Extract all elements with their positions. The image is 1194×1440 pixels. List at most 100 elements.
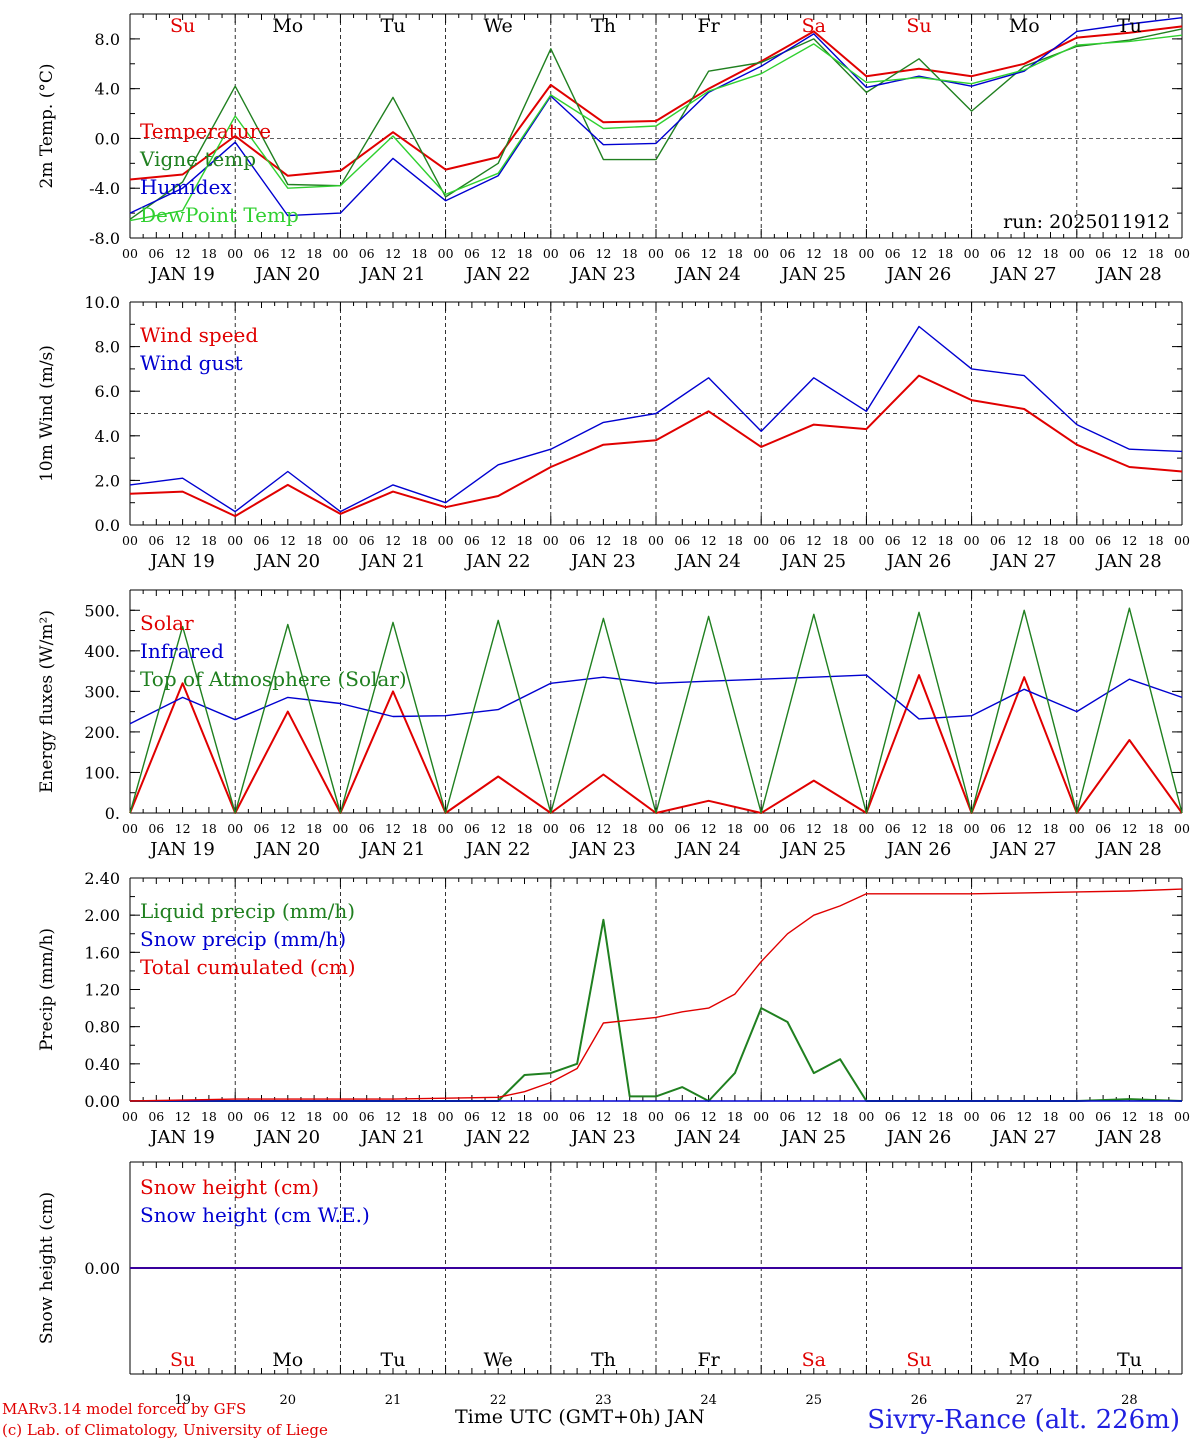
- weekday-label: Th: [591, 15, 616, 37]
- hour-label: 06: [674, 533, 690, 548]
- y-tick-label: 0.80: [84, 1018, 120, 1037]
- hour-label: 12: [1016, 1109, 1032, 1124]
- hour-label: 18: [517, 1109, 533, 1124]
- day-number-label: 28: [1121, 1393, 1138, 1408]
- weekday-label: Mo: [272, 1349, 303, 1371]
- y-tick-label: 0.: [105, 804, 120, 823]
- hour-label: 00: [753, 821, 769, 836]
- date-label: JAN 25: [780, 264, 847, 285]
- date-label: JAN 20: [254, 551, 321, 572]
- hour-label: 00: [438, 533, 454, 548]
- hour-label: 18: [832, 533, 848, 548]
- series-line-3: [129, 17, 1183, 217]
- hour-label: 06: [569, 246, 585, 261]
- hour-label: 12: [806, 821, 822, 836]
- hour-label: 06: [780, 821, 796, 836]
- hour-label: 12: [701, 533, 717, 548]
- legend-entry: Top of Atmosphere (Solar): [140, 667, 407, 691]
- hour-label: 12: [1016, 246, 1032, 261]
- weekday-label: Tu: [1117, 1349, 1142, 1371]
- hour-label: 06: [1095, 1109, 1111, 1124]
- y-tick-label: 0.0: [95, 516, 120, 535]
- hour-label: 00: [964, 246, 980, 261]
- date-label: JAN 19: [148, 1127, 215, 1148]
- hour-label: 12: [385, 246, 401, 261]
- hour-label: 00: [753, 1109, 769, 1124]
- y-tick-label: -8.0: [89, 229, 120, 248]
- hour-label: 00: [964, 1109, 980, 1124]
- hour-label: 12: [490, 821, 506, 836]
- date-label: JAN 22: [464, 551, 531, 572]
- station-name: Sivry-Rance (alt. 226m): [867, 1405, 1180, 1435]
- series-line-3: [129, 888, 1183, 1102]
- hour-label: 00: [227, 821, 243, 836]
- hour-label: 00: [858, 1109, 874, 1124]
- hour-label: 00: [1174, 821, 1190, 836]
- hour-label: 12: [911, 1109, 927, 1124]
- hour-label: 06: [780, 1109, 796, 1124]
- y-tick-label: 2.0: [95, 471, 120, 490]
- series-line-2: [129, 325, 1183, 513]
- weekday-label: Su: [170, 15, 195, 37]
- legend-entry: Infrared: [140, 639, 224, 663]
- weekday-label: Mo: [1009, 1349, 1040, 1371]
- hour-label: 12: [490, 1109, 506, 1124]
- date-label: JAN 19: [148, 264, 215, 285]
- hour-label: 12: [1121, 246, 1137, 261]
- date-label: JAN 21: [359, 551, 426, 572]
- hour-label: 18: [1043, 533, 1059, 548]
- hour-label: 12: [490, 246, 506, 261]
- date-label: JAN 27: [990, 551, 1057, 572]
- day-number-label: 25: [806, 1393, 823, 1408]
- hour-label: 12: [1121, 1109, 1137, 1124]
- date-label: JAN 24: [674, 839, 741, 860]
- date-label: JAN 26: [885, 839, 952, 860]
- date-label: JAN 25: [780, 551, 847, 572]
- date-label: JAN 28: [1095, 1127, 1162, 1148]
- weekday-label: Th: [591, 1349, 616, 1371]
- hour-label: 06: [1095, 533, 1111, 548]
- hour-label: 06: [148, 533, 164, 548]
- hour-label: 18: [1043, 821, 1059, 836]
- hour-label: 00: [543, 1109, 559, 1124]
- hour-label: 00: [122, 1109, 138, 1124]
- hour-label: 06: [780, 246, 796, 261]
- date-label: JAN 27: [990, 1127, 1057, 1148]
- y-tick-label: -4.0: [89, 179, 120, 198]
- hour-label: 00: [753, 533, 769, 548]
- hour-label: 06: [990, 246, 1006, 261]
- hour-label: 18: [306, 1109, 322, 1124]
- legend-entry: Snow precip (mm/h): [140, 927, 346, 951]
- footer: Time UTC (GMT+0h) JAN MARv3.14 model for…: [2, 1400, 1180, 1439]
- hour-label: 18: [517, 533, 533, 548]
- date-label: JAN 20: [254, 1127, 321, 1148]
- hour-label: 00: [332, 533, 348, 548]
- y-tick-label: 2.40: [84, 869, 120, 888]
- hour-label: 06: [885, 533, 901, 548]
- weekday-label: Fr: [697, 1349, 720, 1371]
- day-number-label: 26: [911, 1393, 928, 1408]
- hour-label: 18: [201, 1109, 217, 1124]
- weekday-label: We: [484, 15, 513, 37]
- hour-label: 00: [543, 533, 559, 548]
- y-tick-label: 0.00: [84, 1092, 120, 1111]
- hour-label: 00: [227, 246, 243, 261]
- hour-label: 06: [674, 821, 690, 836]
- hour-label: 12: [595, 533, 611, 548]
- y-axis-label: Precip (mm/h): [37, 928, 57, 1051]
- y-tick-label: 1.60: [84, 943, 120, 962]
- y-axis-label: Energy fluxes (W/m²): [37, 610, 57, 793]
- hour-label: 18: [622, 533, 638, 548]
- hour-label: 18: [1148, 246, 1164, 261]
- hour-label: 18: [727, 821, 743, 836]
- hour-label: 12: [701, 821, 717, 836]
- weekday-label: Tu: [381, 1349, 406, 1371]
- panel-3: 0. 100. 200. 300. 400. 500. Energy fluxes (W/m…: [37, 589, 1190, 860]
- hour-label: 06: [464, 821, 480, 836]
- hour-label: 18: [832, 821, 848, 836]
- hour-label: 12: [911, 533, 927, 548]
- hour-label: 00: [1174, 533, 1190, 548]
- hour-label: 18: [517, 246, 533, 261]
- hour-label: 12: [490, 533, 506, 548]
